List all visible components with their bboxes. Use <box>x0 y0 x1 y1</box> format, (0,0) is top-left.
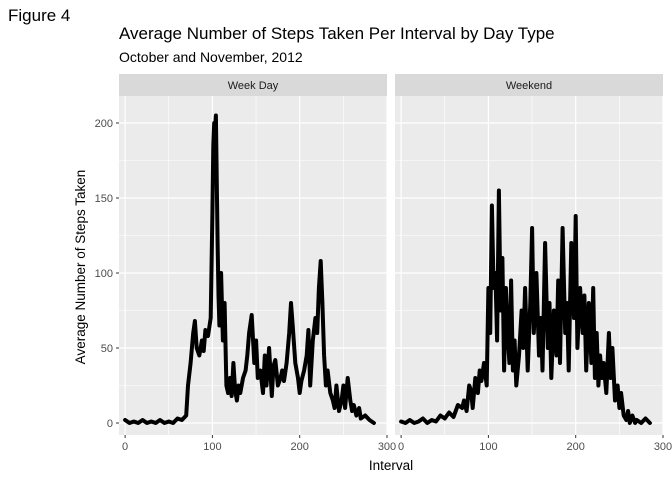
panel-2: Weekend 0 100 200 300 <box>395 74 672 453</box>
chart-subtitle: October and November, 2012 <box>119 49 303 65</box>
y-tick-label: 100 <box>95 268 113 280</box>
facet-strip-label: Week Day <box>228 80 279 92</box>
series-line <box>123 113 376 425</box>
x-tick-label: 0 <box>398 441 404 453</box>
x-tick-label: 200 <box>567 441 585 453</box>
x-tick-label: 200 <box>291 441 309 453</box>
x-tick-label: 0 <box>122 441 128 453</box>
facet-strip-label: Weekend <box>506 80 552 92</box>
y-axis-title: Average Number of Steps Taken <box>73 170 88 365</box>
chart-title: Average Number of Steps Taken Per Interv… <box>119 24 555 43</box>
y-tick-label: 200 <box>95 118 113 130</box>
x-tick-label: 300 <box>378 441 396 453</box>
facet-strip <box>119 74 387 96</box>
panel-background <box>119 96 387 435</box>
figure-label: Figure 4 <box>8 6 71 25</box>
y-tick-label: 50 <box>101 343 113 355</box>
y-tick-label: 0 <box>107 418 113 430</box>
x-tick-label: 100 <box>479 441 497 453</box>
series-line <box>399 188 652 425</box>
x-axis-title: Interval <box>369 458 413 473</box>
x-tick-label: 100 <box>203 441 221 453</box>
panel-1: Week Day 0 100 200 300 0 50 100 150 200 <box>95 74 396 453</box>
panel-background <box>395 96 663 435</box>
facet-strip <box>395 74 663 96</box>
y-tick-label: 150 <box>95 193 113 205</box>
x-tick-label: 300 <box>654 441 672 453</box>
